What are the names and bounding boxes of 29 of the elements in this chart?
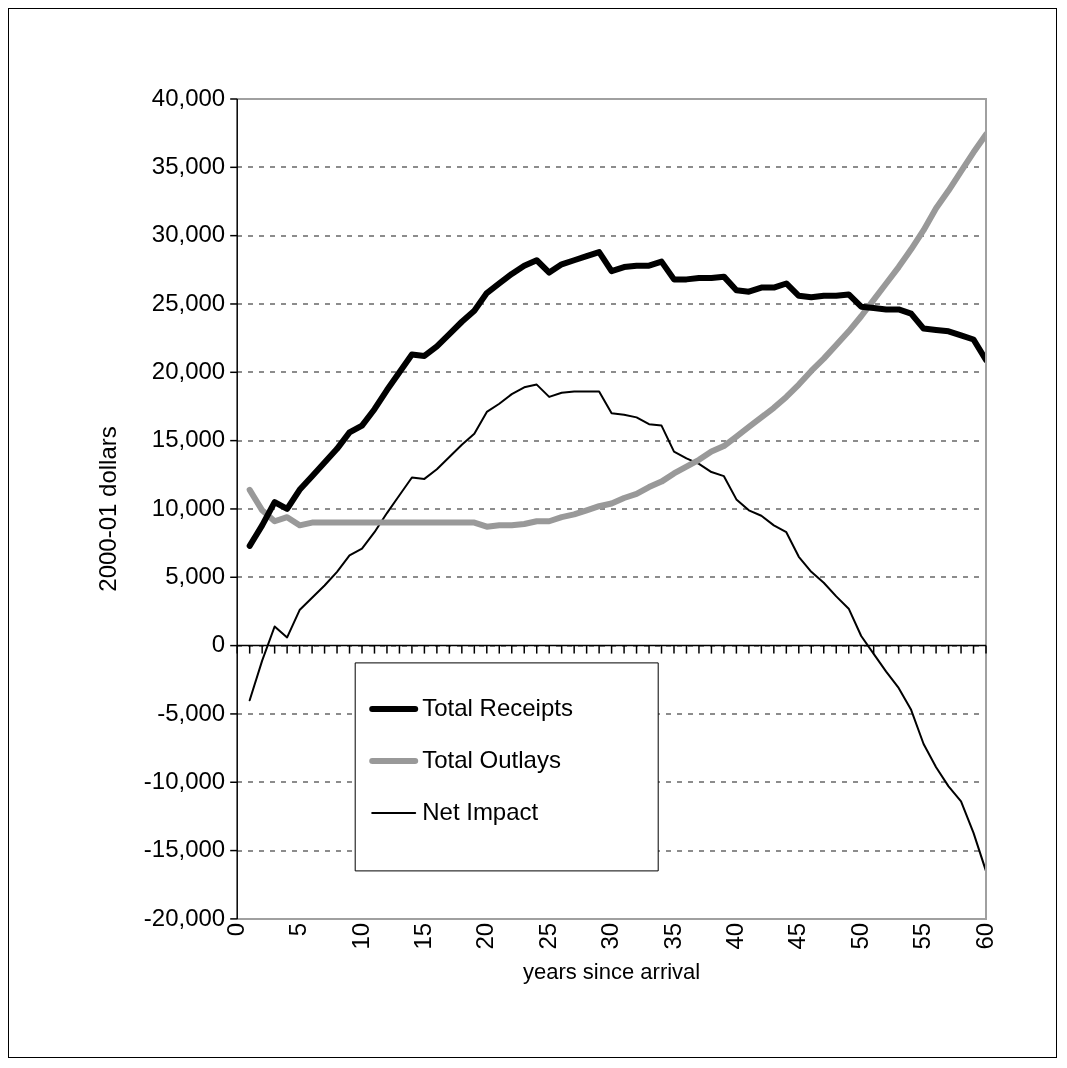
x-axis-title: years since arrival <box>522 958 701 984</box>
legend-label: Total Outlays <box>422 745 561 773</box>
x-tick-label: 60 <box>970 922 998 950</box>
y-tick-label: 20,000 <box>151 356 226 384</box>
x-tick-label: 40 <box>721 922 749 950</box>
x-tick-label: 20 <box>471 922 499 950</box>
y-tick-label: -15,000 <box>143 835 226 863</box>
x-tick-label: 10 <box>346 922 374 950</box>
legend-label: Total Receipts <box>422 693 573 721</box>
y-tick-label: 25,000 <box>151 288 226 316</box>
x-tick-label: 15 <box>409 922 437 950</box>
y-tick-label: 40,000 <box>151 83 226 111</box>
y-tick-label: -5,000 <box>157 698 226 726</box>
y-tick-label: 10,000 <box>151 493 226 521</box>
legend-label: Net Impact <box>422 797 539 825</box>
y-tick-label: 30,000 <box>151 220 226 248</box>
x-tick-label: 25 <box>533 922 561 950</box>
x-tick-label: 35 <box>658 922 686 950</box>
y-tick-label: 15,000 <box>151 425 226 453</box>
y-tick-label: 0 <box>211 630 226 658</box>
x-tick-label: 30 <box>596 922 624 950</box>
x-tick-label: 50 <box>845 922 873 950</box>
y-tick-label: -10,000 <box>143 766 226 794</box>
y-tick-label: 35,000 <box>151 151 226 179</box>
x-tick-label: 55 <box>908 922 936 950</box>
x-tick-label: 45 <box>783 922 811 950</box>
y-axis-title: 2000-01 dollars <box>94 426 122 592</box>
x-tick-label: 5 <box>284 922 312 937</box>
y-tick-label: 5,000 <box>165 561 226 589</box>
